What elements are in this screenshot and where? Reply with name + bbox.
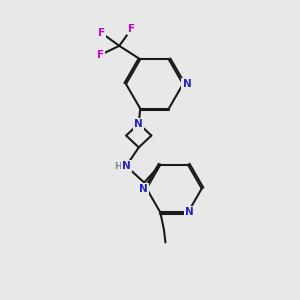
Text: H: H — [114, 161, 122, 170]
Text: N: N — [139, 184, 148, 194]
Text: N: N — [134, 119, 143, 129]
Text: F: F — [98, 28, 105, 38]
Text: F: F — [97, 50, 104, 60]
Text: N: N — [182, 79, 191, 89]
Text: N: N — [185, 207, 194, 218]
Text: F: F — [128, 24, 135, 34]
Text: N: N — [122, 161, 130, 171]
